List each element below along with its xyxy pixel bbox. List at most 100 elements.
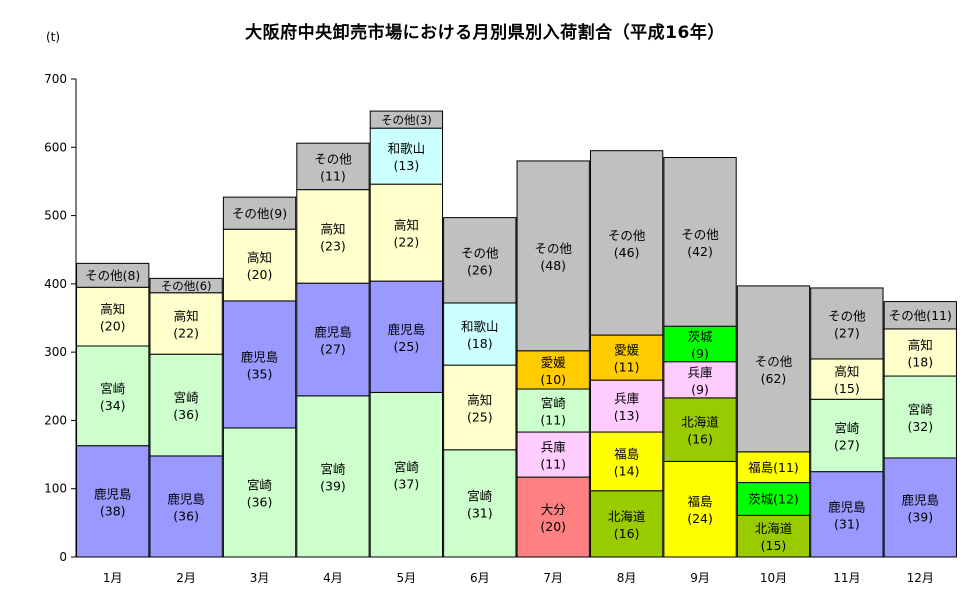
segment-name-label: その他 xyxy=(755,354,793,369)
segment-percent-label: (26) xyxy=(467,262,493,277)
segment-name-label: 茨城 xyxy=(688,329,714,344)
segment-percent-label: (31) xyxy=(834,516,860,531)
x-tick-label: 2月 xyxy=(176,571,196,585)
segment-percent-label: (24) xyxy=(687,511,713,526)
segment-label: その他(6) xyxy=(161,279,212,293)
bar-segment xyxy=(296,142,370,191)
x-tick-label: 4月 xyxy=(323,571,343,585)
segment-name-label: 愛媛 xyxy=(541,355,567,370)
segment-percent-label: (32) xyxy=(907,419,933,434)
bar-segment xyxy=(810,471,884,558)
segment-name-label: その他 xyxy=(681,227,719,242)
bar-segment xyxy=(369,280,444,393)
segment-name-label: 高知 xyxy=(394,218,419,233)
bar-segment xyxy=(296,282,370,397)
segment-name-label: 宮崎 xyxy=(320,461,346,476)
segment-percent-label: (18) xyxy=(907,354,933,369)
segment-percent-label: (9) xyxy=(691,346,709,361)
segment-name-label: 兵庫 xyxy=(688,365,713,380)
segment-name-label: 和歌山 xyxy=(388,141,426,156)
segment-name-label: 高知 xyxy=(320,221,345,236)
y-tick-label: 700 xyxy=(44,72,67,86)
y-axis-unit-label: (t) xyxy=(46,30,61,44)
segment-name-label: 和歌山 xyxy=(461,319,499,334)
bar-segment xyxy=(369,110,444,129)
bar-segment xyxy=(736,514,811,558)
segment-name-label: 兵庫 xyxy=(614,391,639,406)
segment-name-label: 高知 xyxy=(247,250,272,265)
bar-segment xyxy=(516,350,590,390)
segment-name-label: 北海道 xyxy=(755,521,793,536)
y-tick-label: 100 xyxy=(44,482,67,496)
segment-percent-label: (25) xyxy=(394,339,420,354)
bar-segment xyxy=(296,189,370,284)
segment-percent-label: (16) xyxy=(687,432,713,447)
bar-segment xyxy=(663,157,737,327)
segment-name-label: 宮崎 xyxy=(834,420,860,435)
segment-name-label: 鹿児島 xyxy=(167,491,205,506)
bar-segment xyxy=(883,328,957,377)
bar-segment xyxy=(443,449,517,558)
segment-percent-label: (27) xyxy=(320,342,346,357)
y-tick-label: 500 xyxy=(44,209,67,223)
bar-segment xyxy=(76,262,150,288)
y-tick-label: 0 xyxy=(59,550,67,564)
segment-percent-label: (31) xyxy=(467,505,493,520)
segment-label: その他(11) xyxy=(889,308,952,323)
segment-name-label: 兵庫 xyxy=(541,440,566,455)
segment-name-label: 宮崎 xyxy=(247,477,273,492)
segment-name-label: 北海道 xyxy=(608,509,646,524)
segment-name-label: 鹿児島 xyxy=(828,499,866,514)
bar-segment xyxy=(663,397,737,462)
y-tick-label: 300 xyxy=(44,345,67,359)
x-tick-label: 5月 xyxy=(397,571,417,585)
bar-segment xyxy=(443,302,517,366)
segment-label: その他(8) xyxy=(85,268,140,283)
segment-name-label: 宮崎 xyxy=(908,402,934,417)
segment-percent-label: (13) xyxy=(394,158,420,173)
segment-percent-label: (23) xyxy=(320,238,346,253)
segment-name-label: 福島 xyxy=(614,446,639,461)
segment-percent-label: (62) xyxy=(761,371,787,386)
segment-percent-label: (20) xyxy=(540,519,566,534)
segment-name-label: 高知 xyxy=(174,308,199,323)
segment-name-label: 北海道 xyxy=(681,415,719,430)
segment-name-label: その他 xyxy=(608,228,646,243)
segment-percent-label: (42) xyxy=(687,244,713,259)
segment-percent-label: (25) xyxy=(467,409,493,424)
segment-percent-label: (27) xyxy=(834,325,860,340)
segment-name-label: 鹿児島 xyxy=(314,325,352,340)
bar-segment xyxy=(883,457,957,558)
segment-name-label: 宮崎 xyxy=(467,488,493,503)
x-tick-label: 10月 xyxy=(760,571,787,585)
bar-segment xyxy=(516,388,590,433)
x-tick-label: 3月 xyxy=(250,571,270,585)
bar-segment xyxy=(516,431,590,478)
segment-name-label: 高知 xyxy=(100,302,125,317)
segment-name-label: 鹿児島 xyxy=(388,322,426,337)
bar-segment xyxy=(810,358,884,400)
segment-percent-label: (39) xyxy=(320,478,346,493)
segment-name-label: 鹿児島 xyxy=(241,349,279,364)
segment-percent-label: (10) xyxy=(540,372,566,387)
segment-percent-label: (11) xyxy=(540,413,566,428)
segment-label: 茨城(12) xyxy=(748,492,799,507)
segment-percent-label: (37) xyxy=(394,477,420,492)
segment-name-label: 宮崎 xyxy=(541,396,567,411)
segment-name-label: 宮崎 xyxy=(394,460,420,475)
bar-segment xyxy=(589,379,664,433)
segment-name-label: 鹿児島 xyxy=(902,492,940,507)
segment-name-label: その他 xyxy=(461,245,499,260)
x-tick-label: 12月 xyxy=(907,571,934,585)
bar-segment xyxy=(369,391,444,558)
segment-percent-label: (46) xyxy=(614,245,640,260)
x-tick-label: 11月 xyxy=(833,571,860,585)
segment-percent-label: (48) xyxy=(540,258,566,273)
bar-segment xyxy=(149,277,223,294)
bar-segment xyxy=(222,196,297,230)
bar-segment xyxy=(76,445,150,558)
bar-segment xyxy=(76,345,150,447)
segment-name-label: 宮崎 xyxy=(100,381,126,396)
segment-percent-label: (38) xyxy=(100,503,126,518)
